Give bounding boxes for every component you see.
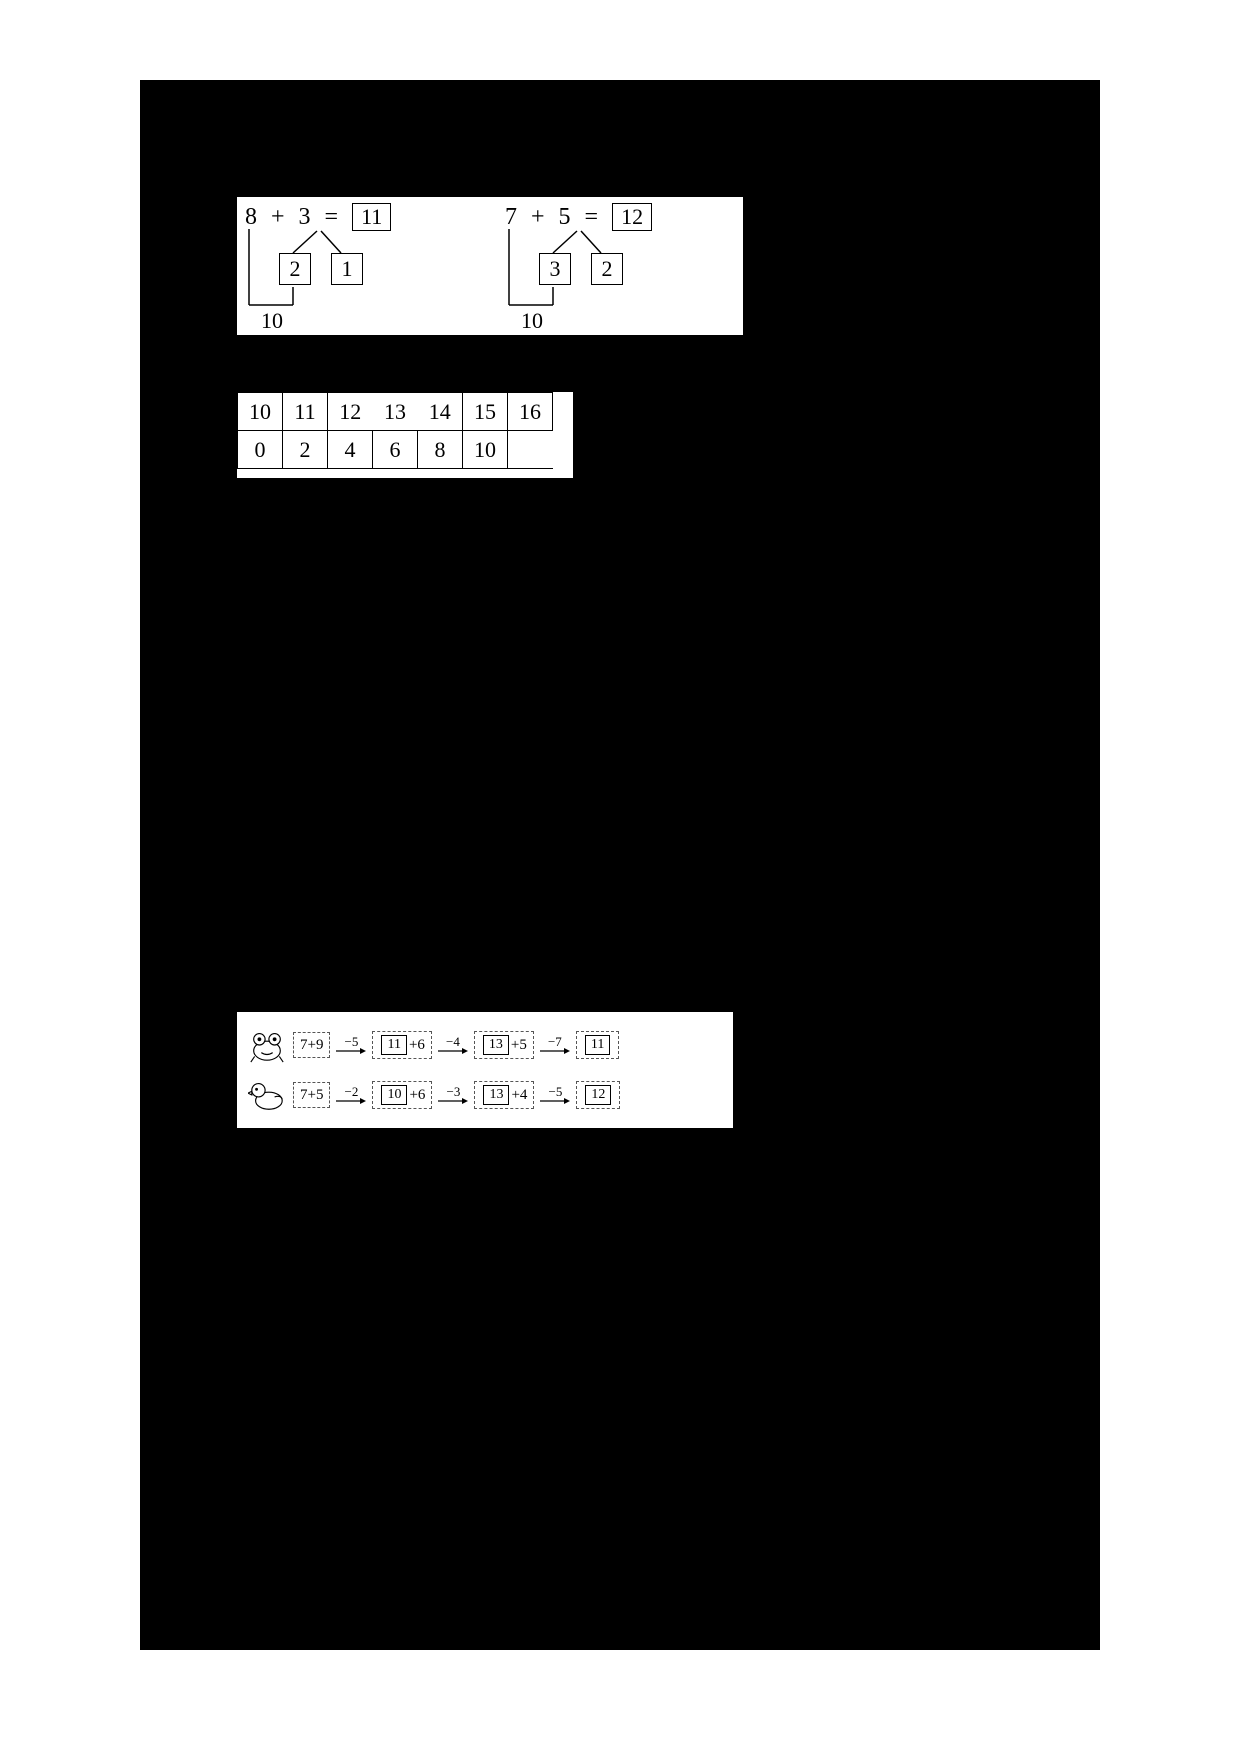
chain-result-box: 10+6 xyxy=(372,1081,432,1109)
decomposition-problem: 8 + 3 = 11 2 1 10 xyxy=(245,203,475,328)
chain-step: −3 xyxy=(438,1085,468,1106)
result-value: 13 xyxy=(483,1035,509,1055)
table-cell xyxy=(508,431,553,469)
split-boxes: 2 1 xyxy=(279,253,363,285)
operand-a: 8 xyxy=(245,204,257,231)
result-value: 11 xyxy=(381,1035,406,1055)
table-row: 10111213141516 xyxy=(238,393,553,431)
table-cell: 12 xyxy=(328,393,373,431)
chain-result-box: 13+5 xyxy=(474,1031,534,1059)
page-content-area: 8 + 3 = 11 2 1 10 7 + 5 xyxy=(140,80,1100,1650)
chain-result-box: 11+6 xyxy=(372,1031,431,1059)
chain-row: 7+9−511+6−413+5−711 xyxy=(247,1020,723,1070)
arrow-icon xyxy=(438,1096,468,1106)
operand-a: 7 xyxy=(505,204,517,231)
split-boxes: 3 2 xyxy=(539,253,623,285)
table-cell: 10 xyxy=(463,431,508,469)
decomposition-problem: 7 + 5 = 12 3 2 10 xyxy=(505,203,735,328)
table-cell: 6 xyxy=(373,431,418,469)
answer-box: 11 xyxy=(352,203,391,231)
result-value: 10 xyxy=(381,1085,407,1105)
table-row: 0246810 xyxy=(238,431,553,469)
number-table-panel: 101112131415160246810 xyxy=(235,390,575,480)
chain-step: −2 xyxy=(336,1085,366,1106)
table-cell: 15 xyxy=(463,393,508,431)
result-value: 12 xyxy=(585,1085,611,1105)
number-table: 101112131415160246810 xyxy=(237,392,553,469)
trailing-op: +6 xyxy=(409,1087,425,1104)
arrow-icon xyxy=(540,1046,570,1056)
tens-label: 10 xyxy=(261,308,283,334)
chain-start-box: 7+5 xyxy=(293,1082,330,1108)
chain-result-box: 12 xyxy=(576,1081,620,1109)
table-cell: 13 xyxy=(373,393,418,431)
operand-b: 3 xyxy=(299,204,311,231)
split-box: 3 xyxy=(539,253,571,285)
table-cell: 14 xyxy=(418,393,463,431)
chain-result-box: 11 xyxy=(576,1031,619,1059)
split-box: 2 xyxy=(591,253,623,285)
split-box: 2 xyxy=(279,253,311,285)
chain-step: −7 xyxy=(540,1035,570,1056)
table-cell: 8 xyxy=(418,431,463,469)
answer-box: 12 xyxy=(612,203,652,231)
equation-line: 8 + 3 = 11 xyxy=(245,203,475,231)
operand-b: 5 xyxy=(559,204,571,231)
split-box: 1 xyxy=(331,253,363,285)
frog-icon xyxy=(247,1025,287,1065)
chain-step: −5 xyxy=(336,1035,366,1056)
arrow-icon xyxy=(540,1096,570,1106)
result-value: 11 xyxy=(585,1035,610,1055)
equals: = xyxy=(325,204,339,231)
tens-label: 10 xyxy=(521,308,543,334)
arrow-icon xyxy=(438,1046,468,1056)
table-cell: 10 xyxy=(238,393,283,431)
equals: = xyxy=(585,204,599,231)
table-cell: 16 xyxy=(508,393,553,431)
table-cell: 2 xyxy=(283,431,328,469)
equation-line: 7 + 5 = 12 xyxy=(505,203,735,231)
duck-icon xyxy=(247,1075,287,1115)
trailing-op: +4 xyxy=(511,1087,527,1104)
chain-start-box: 7+9 xyxy=(293,1032,330,1058)
chain-result-box: 13+4 xyxy=(474,1081,534,1109)
operator: + xyxy=(271,204,285,231)
chain-step: −4 xyxy=(438,1035,468,1056)
table-cell: 4 xyxy=(328,431,373,469)
chain-panel: 7+9−511+6−413+5−7117+5−210+6−313+4−512 xyxy=(235,1010,735,1130)
trailing-op: +5 xyxy=(511,1037,527,1054)
arrow-icon xyxy=(336,1096,366,1106)
chain-step: −5 xyxy=(540,1085,570,1106)
table-cell: 11 xyxy=(283,393,328,431)
arrow-icon xyxy=(336,1046,366,1056)
trailing-op: +6 xyxy=(409,1037,425,1054)
operator: + xyxy=(531,204,545,231)
table-cell: 0 xyxy=(238,431,283,469)
chain-row: 7+5 −2 10+6 −3 13+4 −5 12 xyxy=(247,1070,723,1120)
result-value: 13 xyxy=(483,1085,509,1105)
decomposition-panel: 8 + 3 = 11 2 1 10 7 + 5 xyxy=(235,195,745,337)
